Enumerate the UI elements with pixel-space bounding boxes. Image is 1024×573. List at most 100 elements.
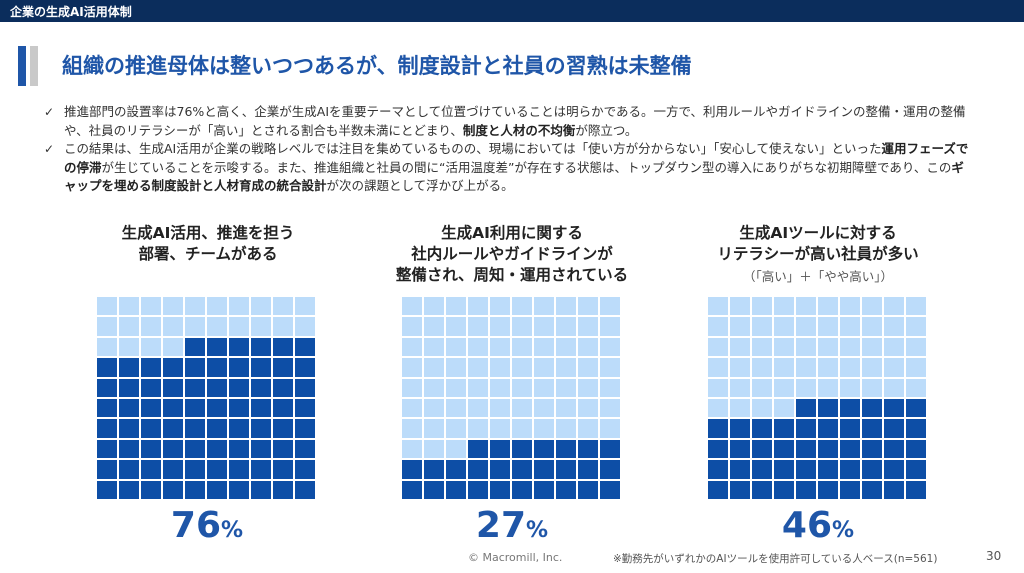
waffle-cell — [818, 419, 838, 438]
waffle-cell — [424, 419, 444, 438]
waffle-cell — [578, 419, 598, 438]
waffle-cell — [185, 419, 205, 438]
waffle-cell — [884, 358, 904, 377]
waffle-cell — [295, 378, 315, 397]
waffle-cell — [468, 419, 488, 438]
waffle-cell — [468, 378, 488, 397]
waffle-cell — [906, 358, 926, 377]
waffle-cell — [774, 378, 794, 397]
waffle-cell — [730, 399, 750, 418]
waffle-cell — [490, 337, 510, 357]
waffle-cell — [424, 480, 444, 499]
waffle-cell — [840, 480, 860, 499]
waffle-cell — [512, 439, 532, 459]
chart-value-2: 27% — [402, 505, 622, 546]
waffle-cell — [512, 480, 532, 499]
waffle-cell — [141, 399, 161, 418]
waffle-cell — [468, 460, 488, 479]
waffle-cell — [251, 419, 271, 438]
waffle-cell — [752, 439, 772, 459]
check-icon: ✓ — [44, 142, 55, 156]
waffle-cell — [796, 378, 816, 397]
waffle-cell — [229, 480, 249, 499]
waffle-cell — [185, 439, 205, 459]
waffle-cell — [884, 460, 904, 479]
waffle-cell — [141, 439, 161, 459]
waffle-cell — [730, 297, 750, 316]
waffle-cell — [578, 297, 598, 316]
waffle-cell — [97, 419, 117, 438]
waffle-cell — [229, 337, 249, 357]
waffle-cell — [141, 378, 161, 397]
waffle-cell — [862, 337, 882, 357]
waffle-cell — [446, 378, 466, 397]
waffle-cell — [468, 317, 488, 336]
waffle-cell — [906, 317, 926, 336]
waffle-cell — [730, 378, 750, 397]
waffle-cell — [708, 439, 728, 459]
waffle-cell — [119, 419, 139, 438]
waffle-cell — [534, 358, 554, 377]
waffle-cell — [295, 317, 315, 336]
waffle-cell — [163, 439, 183, 459]
waffle-cell — [906, 378, 926, 397]
waffle-cell — [273, 337, 293, 357]
waffle-cell — [141, 480, 161, 499]
waffle-cell — [185, 480, 205, 499]
waffle-cell — [774, 460, 794, 479]
waffle-cell — [556, 419, 576, 438]
bullet-2-segment-4: ギャップを埋める制度設計と人材育成の統合設計 — [64, 159, 964, 194]
chart-value-2-unit: % — [526, 518, 549, 543]
waffle-cell — [163, 317, 183, 336]
waffle-cell — [119, 337, 139, 357]
waffle-cell — [840, 399, 860, 418]
waffle-cell — [207, 297, 227, 316]
waffle-cell — [578, 439, 598, 459]
waffle-cell — [840, 358, 860, 377]
waffle-cell — [600, 480, 620, 499]
waffle-cell — [578, 337, 598, 357]
waffle-cell — [556, 480, 576, 499]
waffle-cell — [141, 419, 161, 438]
waffle-cell — [600, 378, 620, 397]
waffle-cell — [774, 337, 794, 357]
waffle-cell — [774, 439, 794, 459]
waffle-cell — [207, 480, 227, 499]
waffle-cell — [229, 297, 249, 316]
waffle-cell — [730, 358, 750, 377]
waffle-cell — [708, 460, 728, 479]
waffle-cell — [578, 317, 598, 336]
waffle-cell — [185, 297, 205, 316]
waffle-cell — [446, 337, 466, 357]
waffle-cell — [446, 480, 466, 499]
bullet-text-1: 推進部門の設置率は76%と高く、企業が生成AIを重要テーマとして位置づけているこ… — [64, 104, 966, 138]
waffle-cell — [600, 297, 620, 316]
waffle-cell — [884, 378, 904, 397]
waffle-cell — [207, 460, 227, 479]
waffle-cell — [818, 480, 838, 499]
waffle-cell — [556, 378, 576, 397]
waffle-cell — [490, 399, 510, 418]
waffle-cell — [424, 317, 444, 336]
waffle-cell — [185, 337, 205, 357]
waffle-cell — [906, 439, 926, 459]
waffle-cell — [119, 378, 139, 397]
waffle-cell — [402, 480, 422, 499]
waffle-cell — [295, 460, 315, 479]
waffle-cell — [818, 399, 838, 418]
waffle-cell — [578, 399, 598, 418]
waffle-cell — [862, 399, 882, 418]
section-title: 企業の生成AI活用体制 — [10, 5, 132, 19]
waffle-cell — [862, 358, 882, 377]
waffle-cell — [402, 460, 422, 479]
waffle-cell — [273, 297, 293, 316]
chart-value-3: 46% — [708, 505, 928, 546]
waffle-cell — [251, 378, 271, 397]
waffle-cell — [556, 358, 576, 377]
waffle-cell — [185, 378, 205, 397]
chart-value-2-number: 27 — [475, 505, 527, 546]
waffle-cell — [840, 297, 860, 316]
waffle-cell — [295, 297, 315, 316]
waffle-cell — [229, 419, 249, 438]
chart-title-3-line-2: リテラシーが高い社員が多い — [717, 245, 919, 263]
